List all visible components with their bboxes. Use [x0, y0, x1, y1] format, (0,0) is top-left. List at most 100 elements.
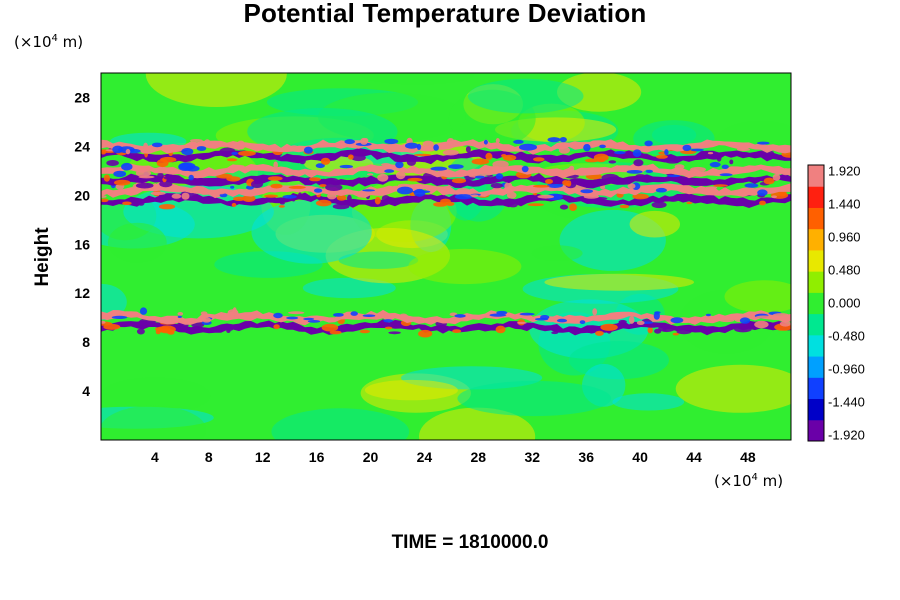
field-speckle	[113, 170, 127, 178]
field-speckle	[251, 180, 263, 189]
field-speckle	[135, 182, 154, 189]
field-speckle	[654, 311, 661, 314]
field-speckle	[304, 146, 313, 154]
field-speckle	[672, 332, 679, 336]
field-speckle	[181, 148, 194, 156]
x-tick-label: 32	[525, 449, 541, 465]
field-speckle	[654, 328, 662, 334]
x-tick-label: 24	[417, 449, 433, 465]
field-speckle	[613, 151, 626, 155]
colorbar-swatch	[808, 356, 824, 378]
field-speckle	[772, 173, 781, 181]
time-label: TIME = 1810000.0	[391, 532, 549, 553]
field-speckle	[579, 320, 586, 324]
field-speckle	[763, 177, 775, 185]
field-speckle	[188, 174, 194, 181]
colorbar-label: -1.920	[828, 428, 865, 443]
field-speckle	[633, 159, 644, 167]
field-speckle	[754, 320, 769, 329]
x-tick-label: 20	[363, 449, 379, 465]
field-speckle	[224, 324, 235, 331]
field-speckle	[384, 138, 399, 145]
field-speckle	[230, 185, 235, 189]
field-speckle	[664, 149, 669, 156]
field-speckle	[678, 187, 691, 193]
field-speckle	[332, 203, 350, 210]
field-speckle	[397, 183, 411, 188]
field-speckle	[288, 311, 305, 315]
colorbar-label: 0.000	[828, 296, 861, 311]
field-speckle	[485, 152, 493, 160]
heatmap-field	[101, 73, 791, 440]
field-speckle	[771, 195, 777, 199]
colorbar-swatch	[808, 165, 824, 187]
field-speckle	[580, 189, 593, 194]
field-speckle	[413, 153, 432, 157]
field-speckle	[190, 139, 203, 142]
colorbar-label: 1.920	[828, 164, 861, 179]
field-speckle	[407, 177, 423, 182]
field-speckle	[676, 169, 682, 176]
field-speckle	[716, 154, 722, 162]
y-axis-ticks: 4 8 12 16 20 24 28	[74, 90, 90, 400]
field-speckle	[229, 164, 245, 168]
field-speckle	[221, 180, 226, 185]
field-blob	[101, 405, 207, 440]
field-speckle	[465, 146, 471, 153]
field-speckle	[592, 308, 598, 316]
colorbar-label: 0.960	[828, 230, 861, 245]
colorbar-swatch	[808, 419, 824, 442]
field-speckle	[547, 137, 561, 143]
field-speckle	[347, 154, 354, 160]
field-speckle	[492, 160, 509, 169]
field-speckle	[299, 158, 306, 165]
field-blob	[145, 73, 287, 107]
field-speckle	[258, 322, 268, 326]
field-blob	[107, 222, 167, 263]
field-speckle	[495, 325, 506, 334]
field-speckle	[739, 152, 751, 156]
colorbar-swatch	[808, 186, 824, 208]
field-speckle	[595, 330, 604, 336]
field-speckle	[377, 173, 389, 182]
colorbar-swatch	[808, 292, 824, 315]
field-speckle	[556, 318, 568, 323]
y-tick-label: 16	[74, 236, 90, 252]
field-speckle	[333, 313, 344, 317]
field-speckle	[632, 149, 642, 157]
field-speckle	[495, 173, 504, 180]
field-speckle	[626, 170, 643, 174]
field-speckle	[617, 165, 632, 169]
field-speckle	[204, 139, 211, 146]
field-speckle	[103, 174, 110, 182]
field-speckle	[569, 165, 575, 172]
field-speckle	[480, 170, 494, 176]
field-speckle	[454, 194, 473, 200]
chart-title: Potential Temperature Deviation	[243, 0, 647, 28]
field-speckle	[636, 320, 645, 325]
field-speckle	[242, 195, 256, 202]
field-blob	[675, 364, 791, 413]
x-tick-label: 36	[578, 449, 594, 465]
field-speckle	[365, 166, 375, 172]
field-speckle	[550, 324, 557, 331]
field-speckle	[273, 312, 283, 319]
field-speckle	[676, 329, 692, 335]
colorbar-swatch	[808, 249, 824, 272]
field-speckle	[177, 312, 184, 316]
field-speckle	[278, 205, 285, 208]
field-speckle	[627, 183, 636, 190]
field-speckle	[383, 319, 393, 323]
field-speckle	[709, 161, 721, 168]
field-speckle	[600, 185, 606, 190]
field-speckle	[739, 317, 751, 324]
field-speckle	[644, 140, 653, 147]
field-speckle	[667, 174, 681, 178]
field-speckle	[532, 184, 550, 188]
field-speckle	[559, 137, 567, 143]
field-speckle	[731, 323, 747, 329]
field-speckle	[167, 330, 175, 335]
field-speckle	[227, 309, 239, 316]
field-speckle	[146, 167, 162, 172]
